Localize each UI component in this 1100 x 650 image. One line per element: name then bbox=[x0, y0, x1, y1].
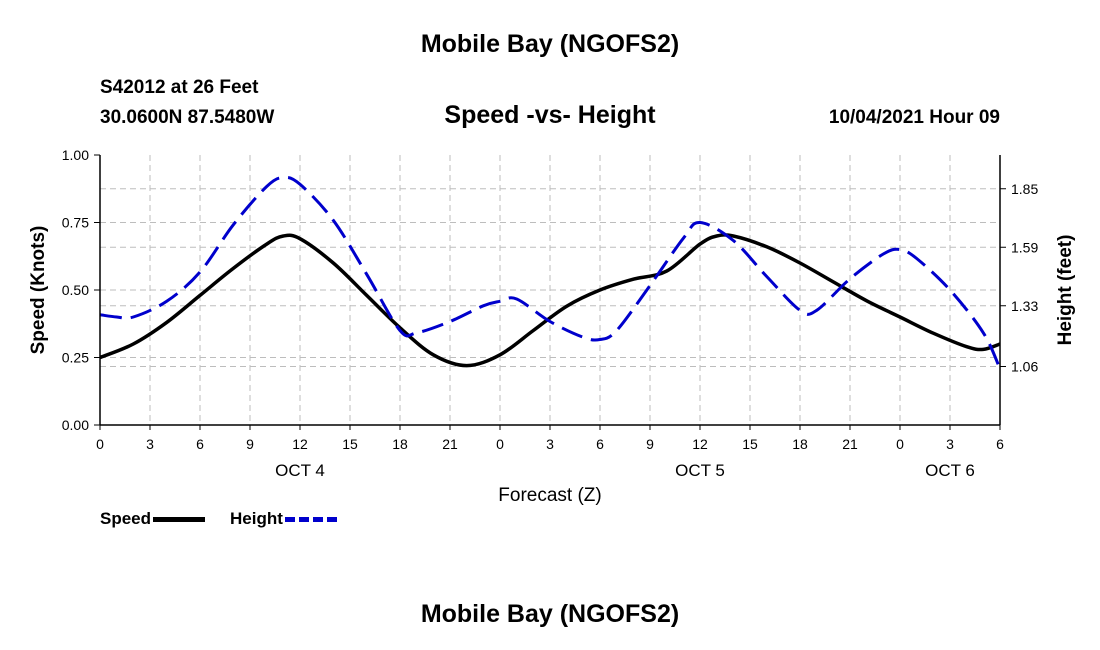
legend-height-swatch bbox=[284, 517, 337, 523]
y-left-tick-label: 0.75 bbox=[62, 215, 89, 231]
station-label: S42012 at 26 Feet bbox=[100, 77, 259, 98]
forecast-datetime: 10/04/2021 Hour 09 bbox=[828, 107, 1000, 128]
legend-speed: Speed bbox=[100, 509, 206, 529]
legend-height: Height bbox=[230, 509, 337, 529]
y-right-tick-label: 1.85 bbox=[1011, 181, 1038, 197]
y-right-tick-label: 1.33 bbox=[1011, 298, 1038, 314]
legend-height-label: Height bbox=[230, 509, 283, 528]
station-coordinates: 30.0600N 87.5480W bbox=[100, 107, 275, 128]
y-left-tick-label: 0.50 bbox=[62, 282, 89, 298]
chart-series bbox=[100, 175, 1000, 370]
x-tick-label: 18 bbox=[392, 436, 408, 452]
legend-speed-label: Speed bbox=[100, 509, 152, 528]
page-title: Mobile Bay (NGOFS2) bbox=[420, 30, 680, 58]
x-tick-label: 0 bbox=[96, 436, 104, 452]
x-tick-label: 21 bbox=[442, 436, 458, 452]
x-tick-label: 12 bbox=[292, 436, 308, 452]
x-tick-label: 3 bbox=[546, 436, 554, 452]
y-left-axis-title: Speed (Knots) bbox=[28, 226, 49, 355]
page-footer-title: Mobile Bay (NGOFS2) bbox=[420, 600, 680, 628]
x-day-label: OCT 5 bbox=[675, 461, 725, 480]
legend-speed-swatch bbox=[153, 517, 206, 523]
x-tick-label: 9 bbox=[246, 436, 254, 452]
x-tick-label: 6 bbox=[996, 436, 1004, 452]
x-tick-label: 15 bbox=[742, 436, 758, 452]
y-right-tick-label: 1.06 bbox=[1011, 359, 1038, 375]
x-tick-label: 9 bbox=[646, 436, 654, 452]
x-tick-label: 3 bbox=[146, 436, 154, 452]
x-tick-label: 15 bbox=[342, 436, 358, 452]
chart-grid bbox=[100, 155, 1000, 425]
x-tick-label: 18 bbox=[792, 436, 808, 452]
chart-title: Speed -vs- Height bbox=[444, 101, 656, 129]
x-day-label: OCT 6 bbox=[925, 461, 975, 480]
x-tick-label: 21 bbox=[842, 436, 858, 452]
chart-labels: 0 3 6 9 12 15 18 21 0 3 6 9 12 15 18 21 0 3 6 OCT 4 OCT 5 OCT… bbox=[28, 147, 1076, 506]
x-tick-label: 3 bbox=[946, 436, 954, 452]
chart-frame bbox=[94, 154, 1006, 430]
x-tick-label: 0 bbox=[496, 436, 504, 452]
x-axis-title: Forecast (Z) bbox=[498, 485, 601, 506]
y-right-axis-title: Height (feet) bbox=[1055, 235, 1076, 346]
series-speed-line bbox=[100, 233, 1000, 368]
x-day-label: OCT 4 bbox=[275, 461, 325, 480]
y-left-tick-label: 0.00 bbox=[62, 417, 89, 433]
series-height-line bbox=[100, 175, 1000, 370]
y-left-tick-label: 0.25 bbox=[62, 350, 89, 366]
y-left-tick-label: 1.00 bbox=[62, 147, 89, 163]
y-right-tick-label: 1.59 bbox=[1011, 239, 1038, 255]
x-tick-label: 0 bbox=[896, 436, 904, 452]
x-tick-label: 6 bbox=[196, 436, 204, 452]
x-tick-label: 12 bbox=[692, 436, 708, 452]
x-tick-label: 6 bbox=[596, 436, 604, 452]
